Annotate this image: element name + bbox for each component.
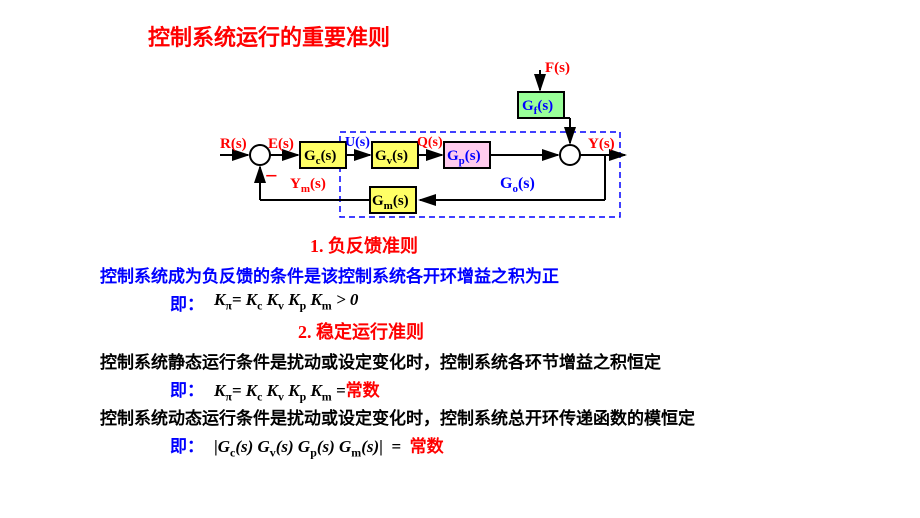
svg-text:E(s): E(s) <box>268 136 294 152</box>
svg-text:U(s): U(s) <box>345 135 370 150</box>
section2-line1: 控制系统静态运行条件是扰动或设定变化时，控制系统各环节增益之积恒定 <box>100 348 661 373</box>
section1-eq-prefix: 即： <box>170 290 204 315</box>
block-diagram: Go(s) R(s) − E(s) Gc(s) U(s) Gv(s) Q(s) … <box>220 60 660 235</box>
section1-heading: 1. 负反馈准则 <box>310 232 418 258</box>
section2-eq2-prefix: 即： <box>170 432 204 457</box>
svg-text:Ym(s): Ym(s) <box>290 176 326 195</box>
section1-line1: 控制系统成为负反馈的条件是该控制系统各开环增益之积为正 <box>100 262 559 287</box>
section2-eq1: Kπ= Kc Kv Kp Km =常数 <box>214 376 380 404</box>
svg-text:F(s): F(s) <box>545 60 570 76</box>
svg-text:Y(s): Y(s) <box>588 136 615 152</box>
section2-line2: 控制系统动态运行条件是扰动或设定变化时，控制系统总开环传递函数的模恒定 <box>100 404 695 429</box>
svg-text:Go(s): Go(s) <box>500 175 535 195</box>
svg-text:Q(s): Q(s) <box>417 135 443 150</box>
page-title: 控制系统运行的重要准则 <box>148 20 390 52</box>
svg-text:R(s): R(s) <box>220 136 247 152</box>
section1-eq: Kπ= Kc Kv Kp Km > 0 <box>214 290 358 313</box>
section2-eq1-prefix: 即： <box>170 376 204 401</box>
svg-text:−: − <box>265 163 278 188</box>
section2-eq2: |Gc(s) Gv(s) Gp(s) Gm(s)| = 常数 <box>214 432 444 460</box>
section2-heading: 2. 稳定运行准则 <box>298 318 424 344</box>
